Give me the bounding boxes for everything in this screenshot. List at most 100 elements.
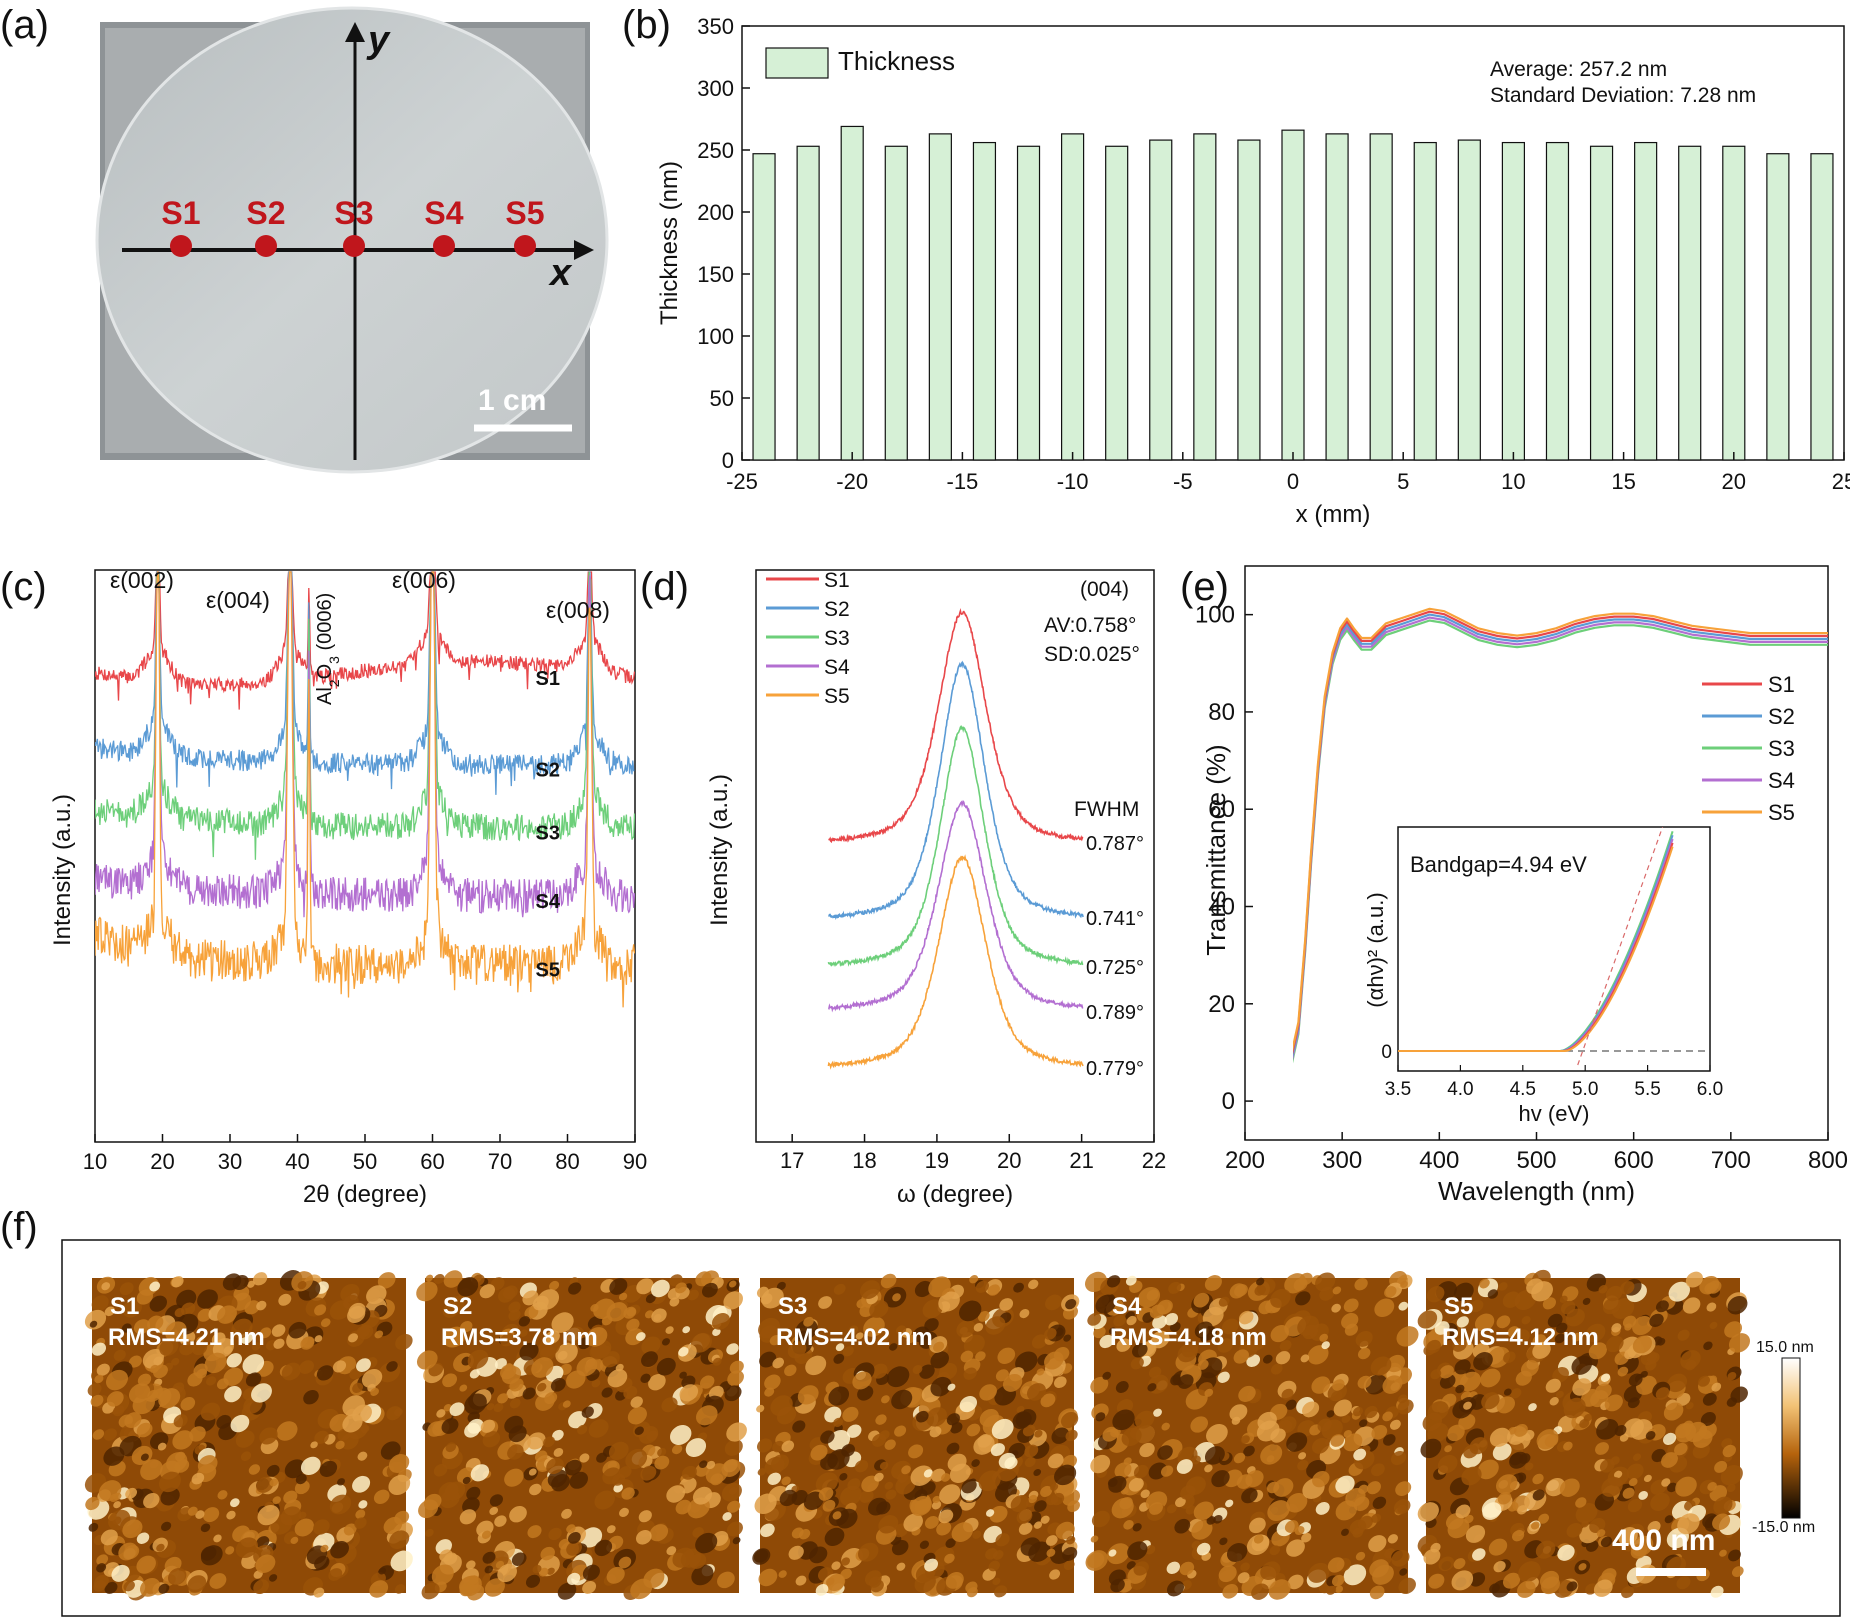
x-tick-label: 700 — [1711, 1147, 1751, 1174]
x-tick-label: 10 — [83, 1149, 107, 1174]
y-tick-label: 250 — [697, 138, 734, 163]
bar — [1237, 139, 1261, 461]
annotation-sd: SD:0.025° — [1044, 643, 1140, 666]
legend-label: S4 — [1768, 768, 1795, 793]
x-axis-label: x (mm) — [1296, 501, 1371, 528]
y-tick-label: 0 — [722, 448, 734, 473]
series-label: S3 — [536, 822, 560, 844]
bar — [1810, 153, 1834, 461]
scalebar-label: 1 cm — [478, 384, 546, 417]
xrd-chart: S1 S2 S3 S4 S5 10 20 30 40 50 60 70 80 90 2θ (degree) I… — [49, 569, 647, 1208]
afm-sample-label: S4 — [1112, 1293, 1142, 1320]
x-tick-label: -20 — [836, 469, 868, 494]
bar — [928, 133, 952, 461]
sample-label-s3: S3 — [334, 195, 373, 231]
bar — [1105, 145, 1129, 461]
series-line-s2 — [828, 660, 1084, 920]
sample-point-s1 — [170, 235, 192, 257]
axis-y-label: y — [366, 19, 391, 61]
series-line-s3 — [827, 724, 1084, 967]
panel-b-label: (b) — [622, 3, 671, 47]
annotation-av: AV:0.758° — [1044, 614, 1136, 637]
bar — [1149, 139, 1173, 461]
x-tick-label: 90 — [623, 1149, 647, 1174]
series-label: S1 — [536, 668, 560, 690]
x-tick-label: 200 — [1225, 1147, 1265, 1174]
inset-line-s5 — [1398, 846, 1674, 1052]
sample-label-s5: S5 — [505, 195, 544, 231]
y-tick-label: 300 — [697, 76, 734, 101]
afm-scalebar-label: 400 nm — [1612, 1524, 1715, 1557]
x-tick-label: 18 — [852, 1148, 876, 1173]
bar — [884, 145, 908, 461]
legend-label: S4 — [824, 656, 850, 679]
inset-y-tick-label: 0 — [1381, 1042, 1392, 1063]
afm-rms-label: RMS=4.12 nm — [1442, 1324, 1599, 1351]
series-line-s3 — [95, 571, 635, 860]
y-axis-label: Intensity (a.u.) — [49, 794, 76, 946]
x-tick-label: 21 — [1069, 1148, 1093, 1173]
bar — [1678, 145, 1702, 461]
y-tick-label: 20 — [1208, 991, 1235, 1018]
fwhm-value-s5: 0.779° — [1086, 1058, 1144, 1080]
panel-c: (c) S1 S2 S3 S4 S5 10 20 30 40 50 60 70 80 90 2θ (degr… — [0, 565, 647, 1208]
series-label: S5 — [536, 960, 560, 982]
colorbar — [1781, 1357, 1801, 1519]
peak-label-006: ε(006) — [392, 567, 456, 593]
legend-swatch — [765, 47, 829, 79]
y-arrowhead-icon — [345, 22, 365, 42]
panel-f-label: (f) — [0, 1205, 38, 1249]
y-tick-label: 100 — [697, 324, 734, 349]
rocking-curve-chart: S1 S2 S3 S4 S5 17 18 19 20 21 22 ω (degree) Intensit… — [706, 569, 1166, 1208]
sample-points: S1 S2 S3 S4 S5 — [161, 195, 545, 257]
bar — [840, 125, 864, 461]
afm-image-s2 — [416, 1270, 747, 1601]
x-tick-label: 70 — [488, 1149, 512, 1174]
afm-rms-label: RMS=3.78 nm — [441, 1324, 598, 1351]
sample-point-s2 — [255, 235, 277, 257]
afm-sample-label: S1 — [110, 1293, 139, 1320]
legend-label: S1 — [1768, 672, 1795, 697]
series-line-s5 — [95, 571, 635, 1008]
bar — [1325, 133, 1349, 461]
panel-e-label: (e) — [1180, 565, 1229, 609]
colorbar-min-label: -15.0 nm — [1752, 1519, 1815, 1536]
x-tick-label: 0 — [1287, 469, 1299, 494]
thickness-chart: -25-20-15-10-505101520250501001502002503… — [656, 14, 1850, 528]
y-axis-label: Intensity (a.u.) — [706, 774, 733, 926]
inset-x-tick-label: 4.5 — [1510, 1079, 1536, 1100]
afm-images: S1 RMS=4.21 nm S2 RMS=3.78 nm S3 RMS=4.02 nm S… — [84, 1269, 1751, 1601]
series-line-s5 — [827, 854, 1084, 1070]
inset-fit-line — [1577, 827, 1664, 1066]
annotation-average: Average: 257.2 nm — [1490, 58, 1667, 81]
y-tick-label: 0 — [1222, 1088, 1235, 1115]
panel-c-label: (c) — [0, 565, 47, 609]
peak-label-002: ε(002) — [110, 567, 174, 593]
sample-point-s4 — [433, 235, 455, 257]
legend-label: S1 — [824, 569, 850, 592]
panel-a: (a) x y S1 S2 S3 S4 S5 1 cm — [0, 3, 609, 474]
inset-x-tick-label: 3.5 — [1385, 1079, 1411, 1100]
bar — [1766, 153, 1790, 461]
fwhm-value-s2: 0.741° — [1086, 908, 1144, 930]
panel-f: (f) S1 RMS=4.21 nm S2 RMS=3.78 nm S3 RMS=4.02… — [0, 1205, 1841, 1617]
afm-rms-label: RMS=4.21 nm — [108, 1324, 265, 1351]
plot-frame — [94, 569, 636, 1143]
legend-label: S2 — [1768, 704, 1795, 729]
series-label: S4 — [536, 891, 561, 913]
x-tick-label: 5 — [1397, 469, 1409, 494]
inset-x-tick-label: 5.0 — [1572, 1079, 1598, 1100]
bar — [1369, 133, 1393, 461]
afm-sample-label: S3 — [778, 1293, 807, 1320]
series-line-s4 — [95, 571, 635, 918]
peak-label-008: ε(008) — [546, 597, 610, 623]
legend-label: S5 — [1768, 800, 1795, 825]
afm-sample-label: S2 — [443, 1293, 472, 1320]
x-axis-label: Wavelength (nm) — [1438, 1176, 1635, 1206]
y-tick-label: 200 — [697, 200, 734, 225]
x-tick-label: 25 — [1832, 469, 1850, 494]
bar — [1281, 129, 1305, 461]
fwhm-value-s1: 0.787° — [1086, 833, 1144, 855]
